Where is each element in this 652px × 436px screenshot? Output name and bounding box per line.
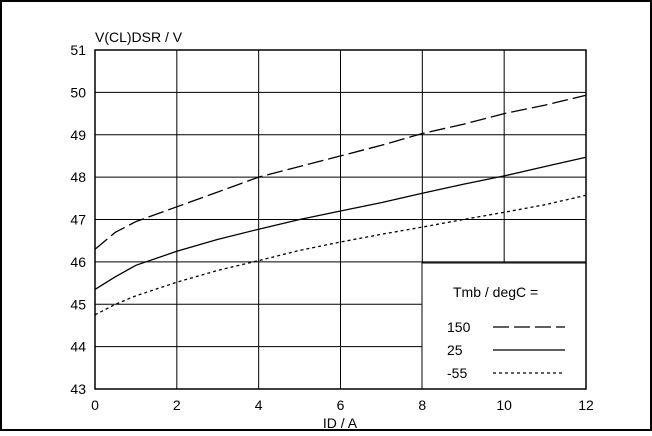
y-axis-label: V(CL)DSR / V — [95, 29, 183, 45]
y-tick-label: 44 — [70, 339, 86, 355]
legend-title: Tmb / degC = — [453, 284, 538, 300]
series-line-150 — [94, 94, 587, 250]
x-tick-label: 10 — [496, 397, 512, 413]
series-lines — [94, 94, 587, 316]
x-tick-label: 4 — [255, 397, 263, 413]
y-tick-label: 51 — [70, 42, 86, 58]
x-tick-label: 12 — [578, 397, 594, 413]
y-tick-label: 45 — [70, 296, 86, 312]
legend-label: 150 — [447, 319, 471, 335]
y-tick-label: 50 — [70, 84, 86, 100]
y-tick-label: 46 — [70, 254, 86, 270]
y-tick-label: 48 — [70, 169, 86, 185]
plot-area — [94, 49, 587, 390]
legend-items: 150 25 -55 — [447, 319, 565, 381]
legend: Tmb / degC = 150 25 -55 — [421, 262, 587, 390]
y-tick-label: 47 — [70, 212, 86, 228]
x-tick-label: 0 — [91, 397, 99, 413]
legend-box — [421, 262, 587, 390]
x-tick-label: 2 — [173, 397, 181, 413]
series-line-25 — [94, 156, 587, 290]
y-tick-label: 43 — [70, 381, 86, 397]
legend-label: -55 — [447, 365, 467, 381]
x-axis-label: ID / A — [323, 415, 358, 431]
x-tick-label: 6 — [337, 397, 345, 413]
legend-label: 25 — [447, 342, 463, 358]
y-tick-label: 49 — [70, 127, 86, 143]
x-tick-label: 8 — [418, 397, 426, 413]
series-line-minus-55 — [94, 194, 587, 316]
